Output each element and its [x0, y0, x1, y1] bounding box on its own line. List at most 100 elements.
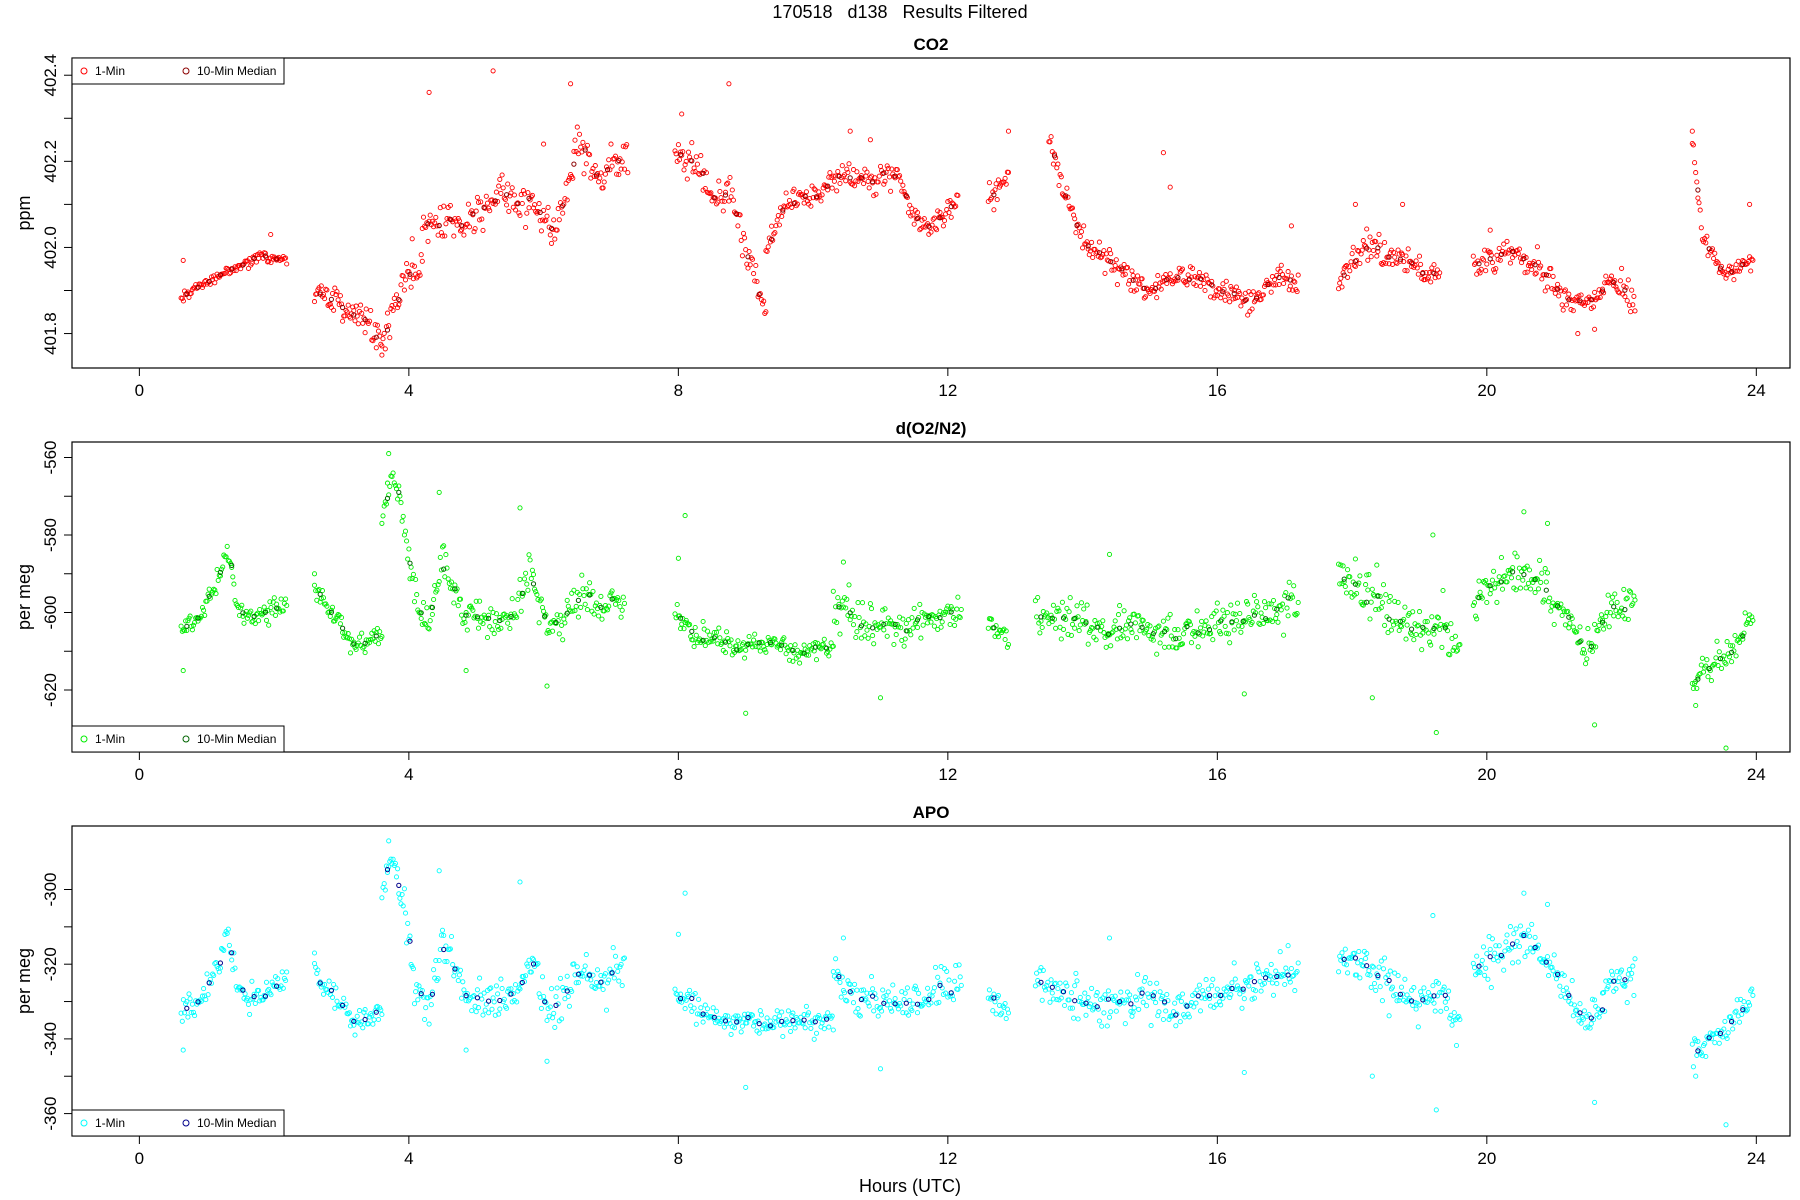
data-point [701, 1012, 707, 1018]
data-point [1228, 283, 1234, 290]
median-point [1083, 1000, 1089, 1006]
data-point [1740, 636, 1746, 642]
data-point [423, 622, 429, 628]
median-point [801, 650, 807, 656]
x-tick-label: 8 [674, 381, 683, 400]
data-point [1217, 999, 1223, 1005]
data-point [916, 990, 922, 996]
data-point [1696, 200, 1702, 206]
data-point [479, 996, 485, 1002]
data-point [883, 621, 889, 627]
data-point [1383, 592, 1389, 598]
data-point [1451, 1010, 1457, 1016]
data-point [1281, 632, 1287, 638]
median-point [1364, 963, 1370, 969]
data-point [927, 612, 933, 618]
data-point [1592, 289, 1598, 295]
data-point [1170, 278, 1177, 285]
median-point [474, 995, 480, 1001]
data-point [625, 170, 631, 176]
y-axis-label: per meg [14, 948, 34, 1014]
data-point [416, 609, 422, 615]
median-point [396, 882, 402, 889]
data-point [493, 189, 499, 195]
data-point [956, 614, 962, 620]
data-point [1544, 901, 1551, 907]
data-point [477, 975, 483, 981]
data-point [1260, 620, 1266, 626]
data-point [894, 167, 900, 173]
data-point [1524, 563, 1530, 569]
median-point [593, 172, 600, 178]
data-point [1380, 966, 1387, 972]
data-point [1590, 643, 1597, 649]
data-point [1201, 280, 1207, 287]
data-point [947, 621, 953, 628]
data-point [1443, 622, 1449, 628]
data-point [911, 221, 917, 227]
data-point [186, 991, 192, 997]
data-point [946, 977, 952, 983]
data-point [833, 173, 839, 179]
data-point [1612, 591, 1618, 597]
data-point [762, 1021, 768, 1027]
data-point [231, 581, 237, 587]
data-point [1345, 970, 1351, 976]
data-point [562, 996, 568, 1002]
data-point [850, 167, 857, 173]
data-point [578, 144, 584, 150]
data-point [1534, 945, 1540, 951]
median-point [1431, 993, 1437, 999]
data-point [780, 209, 786, 215]
data-point [688, 633, 694, 640]
median-point [497, 617, 503, 624]
median-point [1060, 989, 1067, 995]
y-tick-label: 401.8 [41, 312, 60, 355]
median-point [429, 604, 435, 611]
data-point [856, 614, 862, 621]
legend: 1-Min 10-Min Median [71, 57, 285, 85]
data-point [943, 990, 949, 996]
median-point [1622, 287, 1628, 293]
data-point [1237, 290, 1243, 297]
data-point [941, 611, 948, 618]
data-point [1631, 992, 1637, 999]
data-point [185, 618, 191, 624]
data-point [1256, 620, 1262, 626]
median-point [195, 999, 201, 1005]
data-point [1476, 578, 1482, 584]
data-point [550, 628, 556, 634]
data-point [498, 190, 504, 196]
median-point [1195, 630, 1201, 636]
median-point [914, 1001, 921, 1007]
data-point [1552, 290, 1558, 296]
data-point [419, 987, 425, 994]
median-point [1588, 643, 1594, 650]
data-point [602, 971, 608, 977]
data-point [1077, 994, 1083, 1000]
data-point [1231, 960, 1237, 966]
data-point [1093, 992, 1099, 999]
data-point [713, 1008, 720, 1014]
data-point [863, 621, 869, 627]
data-point [427, 618, 433, 624]
data-point [1392, 598, 1398, 604]
data-point [442, 958, 448, 965]
data-point [400, 513, 406, 519]
median-point [892, 1001, 898, 1007]
data-point [683, 617, 689, 623]
data-point [1565, 608, 1571, 614]
median-point [1128, 621, 1134, 627]
data-point [435, 976, 441, 982]
median-point [678, 152, 684, 158]
data-point [853, 1009, 859, 1015]
data-point [1074, 978, 1080, 984]
data-point [1703, 1053, 1709, 1060]
median-point [1049, 984, 1055, 990]
data-point [1230, 611, 1236, 617]
data-point [426, 218, 432, 224]
data-point [776, 1013, 782, 1019]
data-point [852, 183, 858, 189]
data-point [996, 1002, 1003, 1008]
data-point [178, 1010, 184, 1016]
